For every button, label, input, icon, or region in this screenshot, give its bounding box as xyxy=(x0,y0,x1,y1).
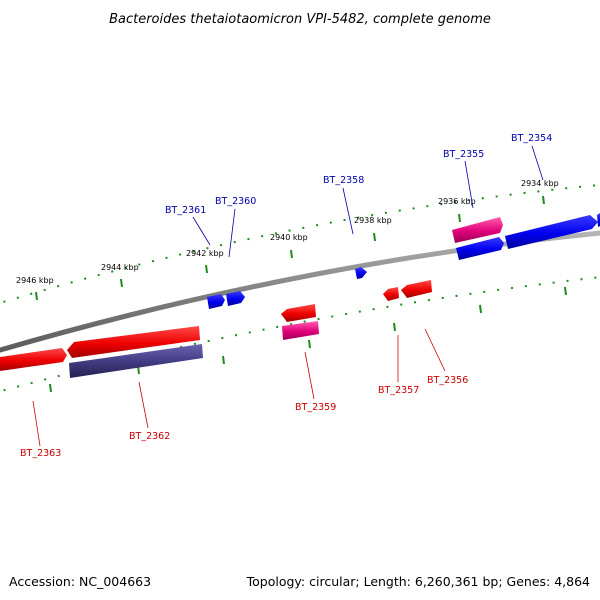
inner-major-tick xyxy=(222,355,225,365)
accession-text: Accession: NC_004663 xyxy=(9,574,151,589)
gene-bt-2354[interactable] xyxy=(505,215,598,249)
scale-label: 2938 kbp xyxy=(354,216,392,225)
gene-bt-2363[interactable] xyxy=(0,348,67,371)
top-label-leaders xyxy=(192,145,544,258)
leader-line xyxy=(531,145,544,181)
gene-label[interactable]: BT_2359 xyxy=(295,402,336,413)
map-title: Bacteroides thetaiotaomicron VPI-5482, c… xyxy=(109,12,491,27)
forward-genes xyxy=(207,213,600,309)
gene-label[interactable]: BT_2361 xyxy=(165,205,206,216)
gene-bt-2361[interactable] xyxy=(207,294,225,309)
gene-label[interactable]: BT_2356 xyxy=(427,375,468,386)
gene-rna[interactable] xyxy=(282,321,319,340)
scale-label: 2940 kbp xyxy=(270,233,308,242)
leader-line xyxy=(424,328,446,372)
gene-pseudo[interactable] xyxy=(69,344,203,378)
scale-label: 2944 kbp xyxy=(101,263,139,272)
gene-bt-2355[interactable] xyxy=(452,217,503,243)
gene-label[interactable]: BT_2360 xyxy=(215,196,256,207)
scale-label: 2946 kbp xyxy=(16,276,54,285)
gene-bt-2360[interactable] xyxy=(226,291,245,306)
inner-major-ticks xyxy=(49,286,567,393)
inner-major-tick xyxy=(49,383,52,393)
gene-bt-2359[interactable] xyxy=(281,304,316,322)
scale-label: 2936 kbp xyxy=(438,197,476,206)
scale-label: 2934 kbp xyxy=(521,179,559,188)
gene-label[interactable]: BT_2362 xyxy=(129,431,170,442)
outer-major-tick xyxy=(542,195,545,205)
gene-bt-2358[interactable] xyxy=(355,267,367,279)
gene-bt-2356[interactable] xyxy=(401,280,432,298)
gene-forward[interactable] xyxy=(456,237,504,260)
leader-line xyxy=(192,216,211,246)
leader-line xyxy=(342,187,354,235)
leader-line xyxy=(304,351,315,400)
inner-major-tick xyxy=(393,322,396,332)
gene-label[interactable]: BT_2355 xyxy=(443,149,484,160)
gene-label[interactable]: BT_2354 xyxy=(511,133,552,144)
gene-label[interactable]: BT_2357 xyxy=(378,385,419,396)
outer-major-tick xyxy=(205,264,208,274)
bottom-label-leaders xyxy=(32,328,446,447)
outer-major-tick xyxy=(373,232,376,242)
leader-line xyxy=(464,160,474,209)
inner-major-tick xyxy=(308,339,311,349)
gene-bt-2362[interactable] xyxy=(67,326,200,358)
outer-major-tick xyxy=(120,278,123,288)
leader-line xyxy=(228,208,236,258)
gene-forward-edge[interactable] xyxy=(597,213,600,227)
outer-major-tick xyxy=(35,291,38,301)
outer-major-ticks xyxy=(35,195,545,301)
reverse-genes xyxy=(0,280,432,378)
outer-major-tick xyxy=(290,249,293,259)
scale-label: 2942 kbp xyxy=(186,249,224,258)
gene-label[interactable]: BT_2363 xyxy=(20,448,61,459)
leader-line xyxy=(138,381,149,429)
gene-bt-2357[interactable] xyxy=(383,287,399,301)
inner-major-tick xyxy=(479,304,482,314)
gene-label[interactable]: BT_2358 xyxy=(323,175,364,186)
genome-summary-text: Topology: circular; Length: 6,260,361 bp… xyxy=(246,574,590,589)
inner-major-tick xyxy=(564,286,567,296)
leader-line xyxy=(32,400,41,447)
outer-major-tick xyxy=(458,213,461,223)
